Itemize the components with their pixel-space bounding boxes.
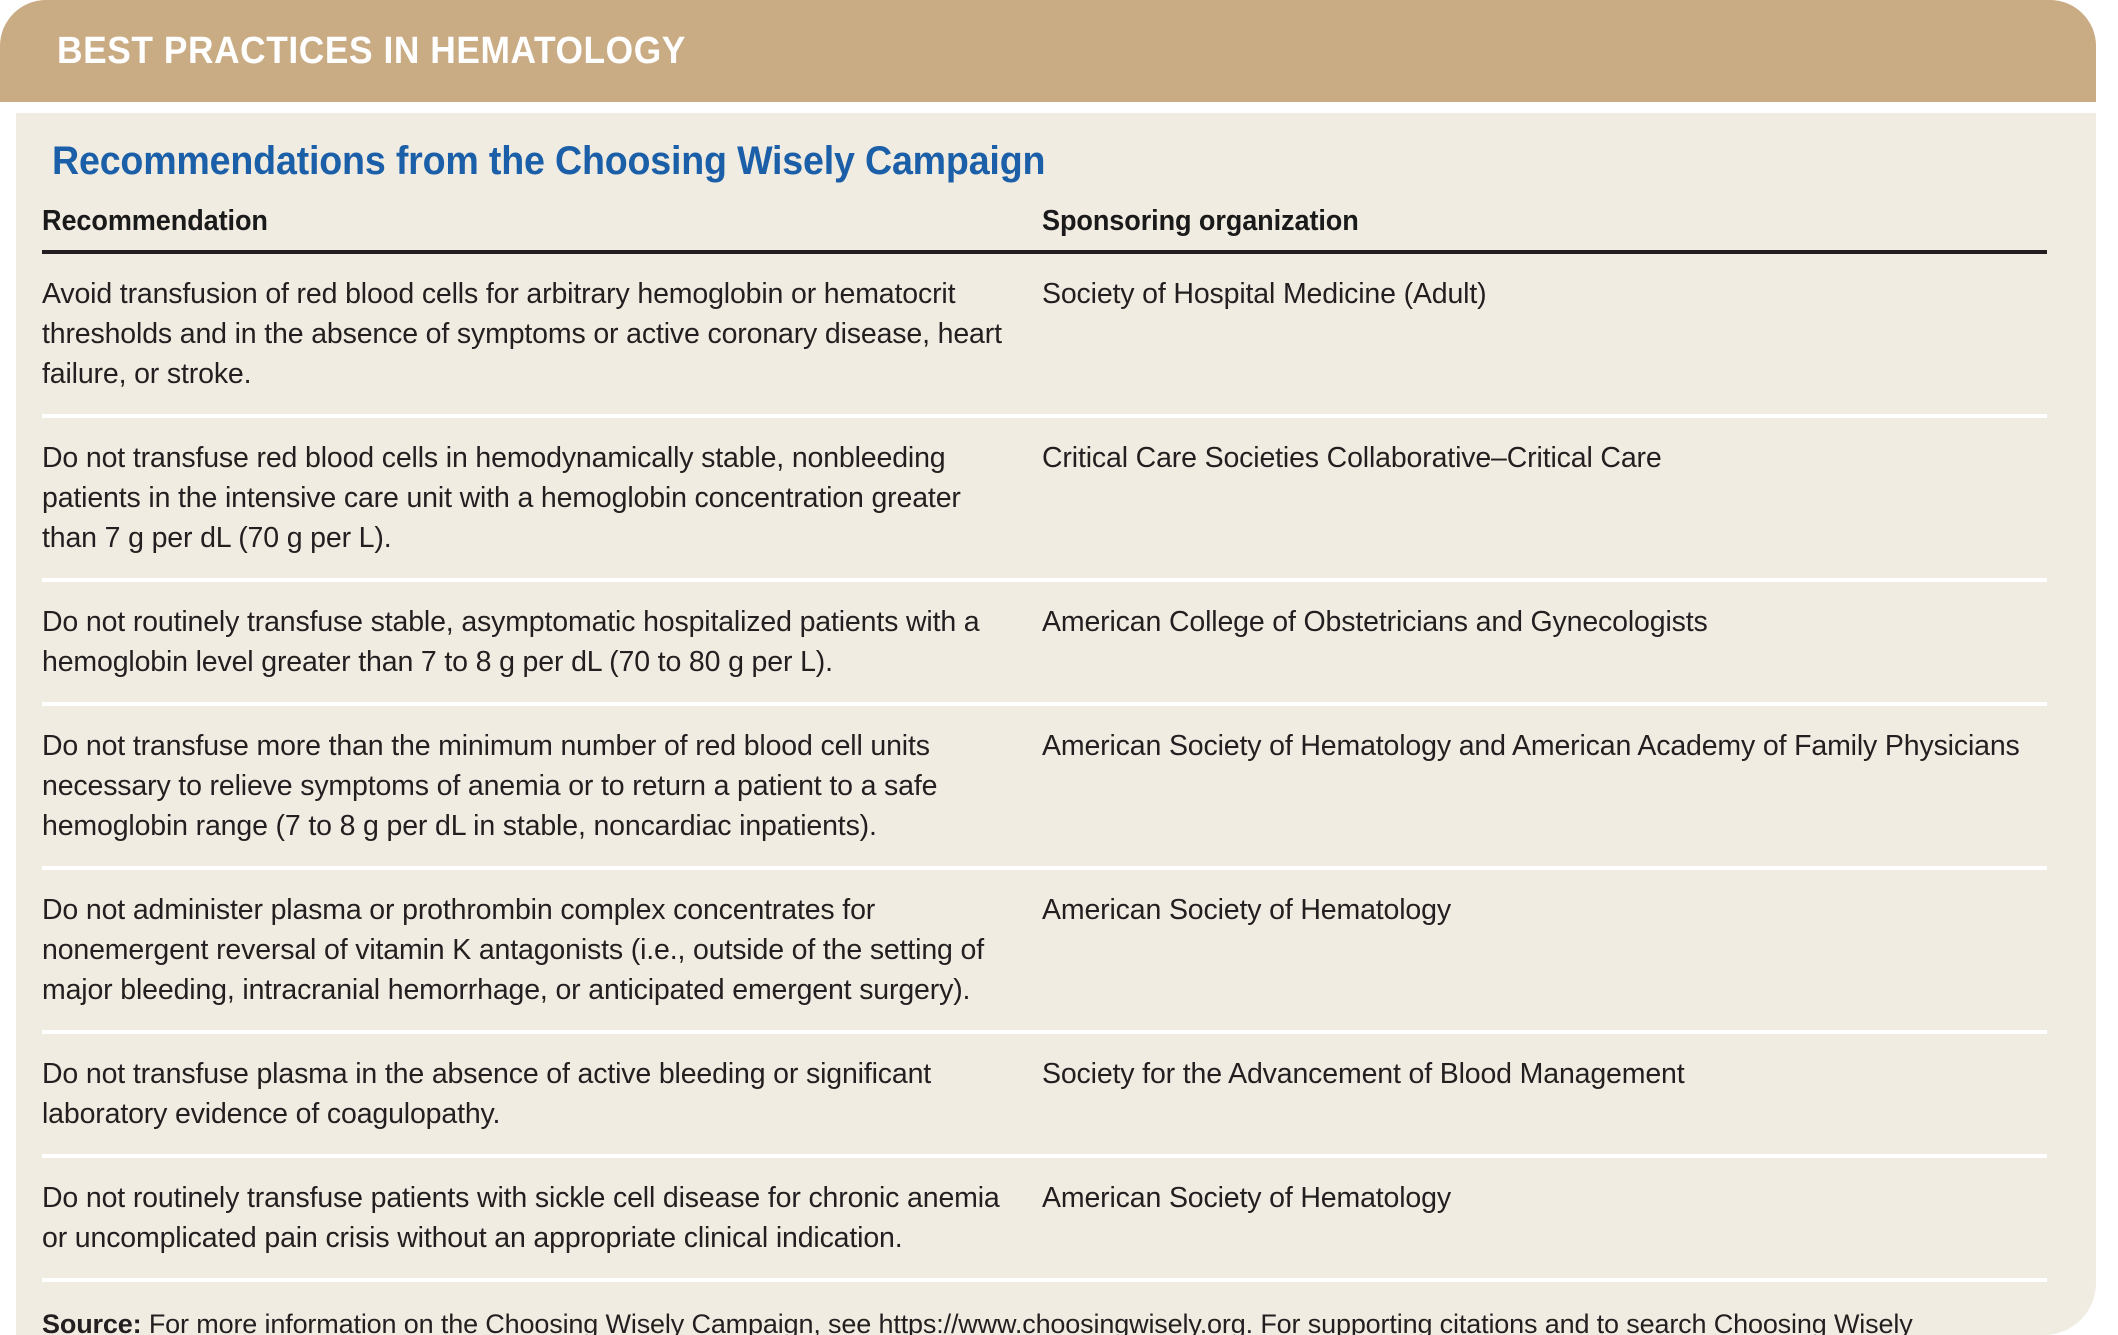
cell-recommendation: Do not transfuse red blood cells in hemo… [42, 442, 961, 554]
cell-recommendation: Avoid transfusion of red blood cells for… [42, 278, 1002, 390]
cell-organization: American Society of Hematology and Ameri… [1042, 730, 2020, 762]
cell-organization: American College of Obstetricians and Gy… [1042, 606, 1708, 638]
cell-recommendation: Do not transfuse plasma in the absence o… [42, 1058, 932, 1130]
cell-organization: Society for the Advancement of Blood Man… [1042, 1058, 1685, 1090]
column-header-sponsoring-organization: Sponsoring organization [1042, 205, 1359, 237]
source-text: For more information on the Choosing Wis… [148, 1309, 1913, 1335]
table-row: Avoid transfusion of red blood cells for… [42, 254, 2047, 418]
cell-recommendation: Do not administer plasma or prothrombin … [42, 894, 984, 1006]
section-banner: BEST PRACTICES IN HEMATOLOGY [0, 0, 2096, 102]
table-row: Do not transfuse red blood cells in hemo… [42, 418, 2047, 582]
cell-recommendation: Do not routinely transfuse patients with… [42, 1182, 1000, 1254]
recommendations-table: Recommendation Sponsoring organization A… [42, 205, 2047, 1335]
table-header-row: Recommendation Sponsoring organization [42, 205, 2047, 254]
source-label: Source: [42, 1309, 142, 1335]
banner-title: BEST PRACTICES IN HEMATOLOGY [57, 29, 686, 72]
table-row: Do not transfuse more than the minimum n… [42, 706, 2047, 870]
cell-recommendation: Do not routinely transfuse stable, asymp… [42, 606, 980, 678]
content-panel: Recommendations from the Choosing Wisely… [16, 113, 2096, 1335]
table-row: Do not transfuse plasma in the absence o… [42, 1034, 2047, 1158]
cell-organization: American Society of Hematology [1042, 1182, 1451, 1214]
cell-organization: Society of Hospital Medicine (Adult) [1042, 278, 1487, 310]
cell-organization: Critical Care Societies Collaborative–Cr… [1042, 442, 1662, 474]
column-header-recommendation: Recommendation [42, 205, 268, 237]
table-row: Do not routinely transfuse stable, asymp… [42, 582, 2047, 706]
table-row: Do not routinely transfuse patients with… [42, 1158, 2047, 1282]
page-title: Recommendations from the Choosing Wisely… [52, 139, 1046, 183]
table-row: Do not administer plasma or prothrombin … [42, 870, 2047, 1034]
cell-organization: American Society of Hematology [1042, 894, 1451, 926]
source-note: Source: For more information on the Choo… [42, 1282, 2047, 1335]
cell-recommendation: Do not transfuse more than the minimum n… [42, 730, 938, 842]
